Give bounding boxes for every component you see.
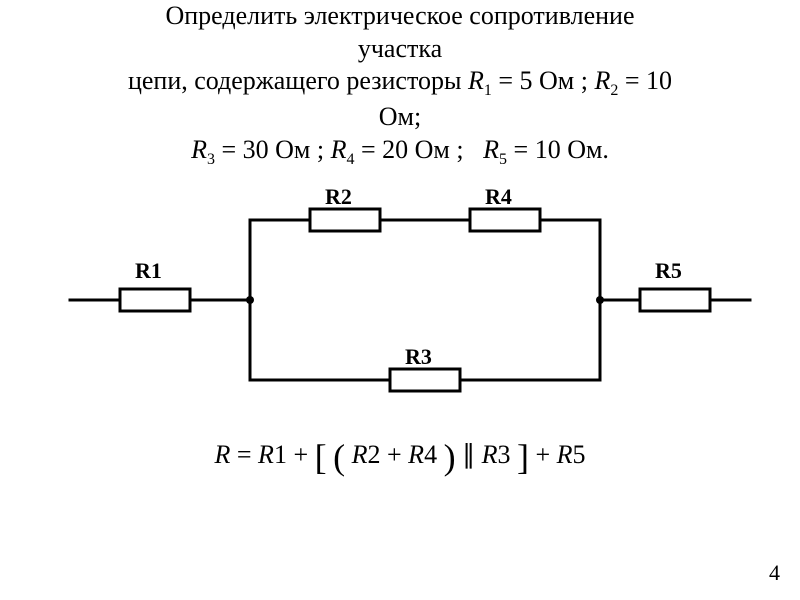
f-lpar: ( <box>333 437 345 477</box>
f-rbr: ] <box>517 437 529 477</box>
resistor-r2-label: R2 <box>325 184 352 209</box>
r5-sub: 5 <box>499 151 507 168</box>
f-plus1: + <box>293 440 314 469</box>
resistor-r3 <box>390 369 460 391</box>
eq4: = <box>361 135 382 164</box>
period: . <box>602 135 609 164</box>
problem-title: Определить электрическое сопротивление у… <box>0 0 800 170</box>
f-n4: 4 <box>424 440 437 469</box>
eq5: = <box>514 135 535 164</box>
f-R: R <box>214 440 230 469</box>
r3-val: 30 Ом <box>243 135 311 164</box>
f-lbr: [ <box>315 437 327 477</box>
slide-number: 4 <box>769 560 780 586</box>
f-par: ∥ <box>462 440 482 469</box>
resistor-r4-label: R4 <box>485 184 512 209</box>
f-rpar: ) <box>444 437 456 477</box>
r2-sub: 2 <box>610 82 618 99</box>
f-R4: R <box>408 440 424 469</box>
r1-var: R <box>468 66 484 95</box>
r4-val: 20 Ом <box>382 135 450 164</box>
f-plus3: + <box>535 440 556 469</box>
f-R3: R <box>482 440 498 469</box>
title-line2: участка <box>358 34 442 63</box>
r1-val: 5 Ом <box>520 66 575 95</box>
sep1: ; <box>581 66 595 95</box>
formula: R = R1 + [ ( R2 + R4 ) ∥ R3 ] + R5 <box>0 440 800 470</box>
resistor-r5-label: R5 <box>655 258 682 283</box>
resistor-r1-label: R1 <box>135 258 162 283</box>
eq2: = <box>625 66 646 95</box>
f-R2: R <box>352 440 368 469</box>
r3-var: R <box>191 135 207 164</box>
resistor-r2 <box>310 209 380 231</box>
r4-var: R <box>331 135 347 164</box>
resistor-r5 <box>640 289 710 311</box>
sep3: ; <box>317 135 331 164</box>
f-n1: 1 <box>274 440 287 469</box>
resistor-r1 <box>120 289 190 311</box>
f-R1: R <box>258 440 274 469</box>
f-n5: 5 <box>573 440 586 469</box>
r3-sub: 3 <box>207 151 215 168</box>
title-line3-prefix: цепи, содержащего резисторы <box>128 66 468 95</box>
line4-prefix: Ом; <box>379 102 421 131</box>
r2-val: 10 <box>646 66 672 95</box>
circuit-diagram: R1 R2 R4 R3 R5 <box>60 180 760 420</box>
resistor-r4 <box>470 209 540 231</box>
f-n3: 3 <box>497 440 510 469</box>
sep4: ; <box>456 135 470 164</box>
r5-val: 10 Ом <box>535 135 603 164</box>
resistor-r3-label: R3 <box>405 344 432 369</box>
f-R5: R <box>557 440 573 469</box>
eq1: = <box>498 66 519 95</box>
f-n2: 2 <box>368 440 381 469</box>
r1-sub: 1 <box>484 82 492 99</box>
eq3: = <box>221 135 242 164</box>
f-eq: = <box>237 440 258 469</box>
r2-var: R <box>594 66 610 95</box>
f-plus2: + <box>387 440 408 469</box>
r5-var: R <box>483 135 499 164</box>
title-line1: Определить электрическое сопротивление <box>165 1 634 30</box>
r4-sub: 4 <box>346 151 354 168</box>
